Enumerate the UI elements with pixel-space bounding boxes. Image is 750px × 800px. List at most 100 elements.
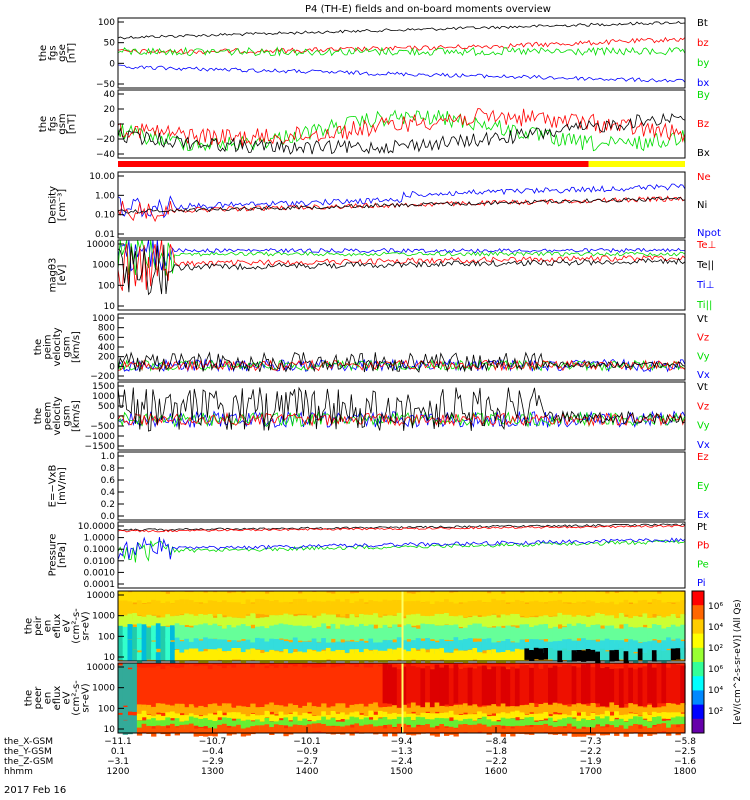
spectrogram-cell [448, 726, 455, 735]
spectrogram-cell [363, 717, 369, 726]
xaxis-value: 1200 [107, 767, 130, 777]
colorbar-cell [692, 623, 704, 627]
spectrogram-cell [283, 649, 289, 661]
spectrogram-cell [533, 647, 540, 660]
spectrogram-cell [136, 623, 143, 639]
spectrogram-cell [236, 712, 242, 719]
spectrogram-cell [354, 711, 360, 719]
spectrogram-cell [207, 625, 214, 641]
spectrogram-cell [642, 726, 648, 735]
spectrogram-cell [519, 719, 525, 728]
spectrogram-cell [670, 712, 677, 719]
spectrogram-cell [288, 614, 294, 627]
spectrogram-cell [359, 613, 365, 626]
spectrogram-cell [221, 600, 228, 616]
xaxis-value: −8.4 [485, 737, 507, 747]
spectrogram-cell [170, 591, 176, 604]
spectrogram-cell [231, 640, 237, 652]
spectrogram-cell [496, 706, 502, 716]
spectrogram-cell [278, 639, 284, 652]
spectrogram-cell [434, 613, 440, 626]
spectrogram-cell [434, 664, 440, 705]
spectrogram-cell [481, 716, 488, 725]
spectrogram-cell [571, 704, 577, 714]
spectrogram-cell [170, 723, 176, 732]
spectrogram-cell [179, 641, 185, 653]
spectrogram-cell [670, 614, 677, 626]
spectrogram-cell [307, 663, 313, 668]
spectrogram-cell [666, 720, 672, 729]
spectrogram-cell [661, 591, 667, 603]
legend-Vx: Vx [697, 440, 710, 451]
xaxis-value: 1600 [485, 767, 508, 777]
y-tick-label: 10 [104, 302, 116, 312]
spectrogram-cell [533, 713, 540, 721]
spectrogram-cell [623, 591, 629, 603]
spectrogram-cell [670, 703, 677, 713]
spectrogram-cell [217, 666, 223, 706]
spectrogram-cell [548, 667, 554, 708]
spectrogram-cell [595, 725, 601, 734]
spectrogram-cell [269, 727, 275, 735]
spectrogram-cell [359, 703, 365, 714]
xaxis-value: −7.3 [580, 737, 602, 747]
spectrogram-cell [420, 668, 426, 708]
spectrogram-cell [425, 601, 431, 617]
spectrogram-cell [283, 728, 289, 737]
spectrogram-cell [382, 707, 388, 717]
spectrogram-cell [316, 651, 322, 664]
spectrogram-cell [188, 716, 195, 725]
series-Bz [117, 108, 686, 147]
spectrogram-cell [132, 725, 138, 733]
spectrogram-cell [642, 591, 648, 603]
spectrogram-cell [576, 703, 582, 713]
spectrogram-cell [661, 663, 667, 704]
spectrogram-cell [217, 648, 223, 660]
spectrogram-cell [533, 707, 540, 717]
spectrogram-cell [609, 591, 615, 603]
spectrogram-cell [533, 625, 540, 641]
spectrogram-cell [127, 624, 133, 640]
spectrogram-cell [118, 719, 124, 728]
spectrogram-cell [330, 717, 336, 726]
spectrogram-cell [160, 703, 166, 713]
spectrogram-cell [269, 638, 275, 651]
spectrogram-cell [410, 666, 417, 706]
spectrogram-cell [165, 601, 171, 617]
spectrogram-cell [444, 624, 450, 640]
spectrogram-cell [340, 617, 346, 629]
spectrogram-cell [283, 613, 289, 626]
spectrogram-cell [590, 703, 596, 713]
spectrogram-cell [354, 649, 360, 661]
spectrogram-cell [538, 648, 544, 660]
spectrogram-cell [401, 591, 407, 603]
spectrogram-cell [538, 624, 544, 640]
legend-Ey: Ey [697, 481, 709, 492]
spectrogram-cell [481, 653, 488, 665]
xaxis-row-label: hhmm [4, 767, 33, 777]
spectrogram-cell [415, 628, 421, 644]
spectrogram-cell [354, 667, 360, 707]
spectrogram-cell [680, 724, 686, 732]
spectrogram-cell [174, 703, 180, 714]
legend-Ex: Ex [697, 510, 709, 521]
spectrogram-cell [316, 615, 322, 628]
spectrogram-cell [628, 725, 634, 734]
spectrogram-cell [420, 717, 426, 726]
panel-peem-velocity: 150010005000−500−1000−1500thepeemvelocit… [33, 381, 710, 452]
spectrogram-cell [642, 707, 648, 717]
spectrogram-cell [193, 591, 199, 603]
spectrogram-cell [415, 613, 421, 626]
spectrogram-cell [420, 648, 426, 660]
y-tick-label: 10000 [86, 663, 115, 673]
spectrogram-cell [444, 591, 450, 603]
spectrogram-cell [500, 703, 506, 713]
spectrogram-cell [538, 713, 544, 720]
spectrogram-cell [259, 591, 266, 603]
spectrogram-cell [429, 663, 436, 668]
spectrogram-cell [462, 651, 469, 663]
spectrogram-cell [529, 639, 535, 651]
spectrogram-cell [590, 591, 596, 603]
spectrogram-cell [543, 712, 549, 719]
